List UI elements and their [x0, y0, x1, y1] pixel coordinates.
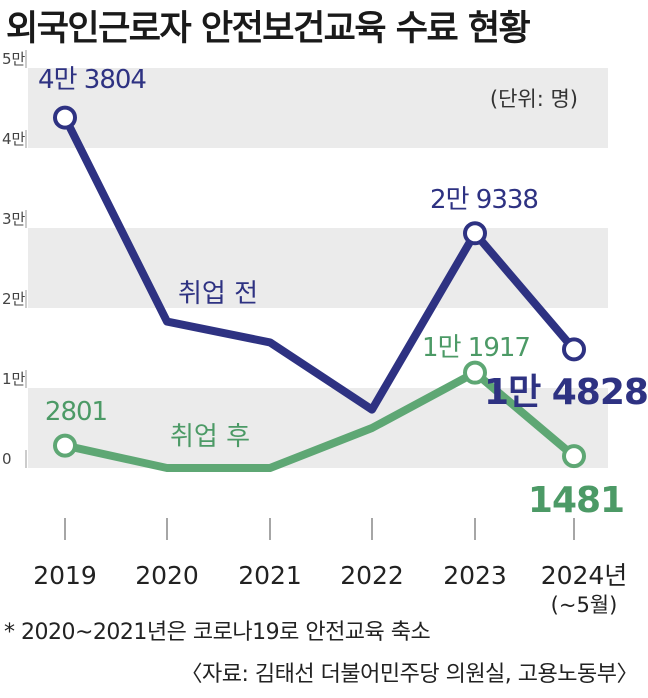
x-tick-label: 2022: [340, 561, 404, 590]
data-label: 2801: [45, 397, 107, 427]
grid-band: [28, 68, 608, 148]
y-tick-label: 2만: [2, 290, 26, 308]
x-tick-label: 2019: [33, 561, 97, 590]
y-tick-label: 1만: [2, 370, 26, 388]
data-point-marker: [562, 444, 586, 469]
series-line: [61, 113, 578, 414]
y-tick-label: 5만: [2, 50, 26, 68]
unit-label: (단위: 명): [490, 87, 578, 111]
x-tick-label: 2020: [135, 561, 199, 590]
x-tick-label: 2023: [443, 561, 507, 590]
series-label-before-employment: 취업 전: [178, 279, 258, 309]
data-point-marker: [463, 221, 487, 246]
y-tick-label: 3만: [2, 210, 26, 228]
data-point-marker: [562, 337, 586, 362]
y-tick-label: 4만: [2, 130, 26, 148]
grid-band: [28, 228, 608, 308]
data-label: 1만 4828: [484, 372, 648, 413]
data-label: 1481: [528, 480, 624, 521]
data-point-marker: [53, 105, 77, 130]
y-tick-label: 0: [2, 450, 12, 468]
data-label: 2만 9338: [430, 185, 538, 215]
source-credit: 〈자료: 김태선 더불어민주당 의원실, 고용노동부〉: [180, 662, 639, 687]
footnote: * 2020~2021년은 코로나19로 안전교육 축소: [4, 620, 431, 645]
x-tick-sublabel: (~5월): [551, 593, 618, 617]
data-label: 4만 3804: [38, 65, 146, 95]
x-tick-label: 2021: [238, 561, 302, 590]
data-point-marker: [463, 360, 487, 385]
series-label-after-employment: 취업 후: [170, 422, 250, 452]
x-tick-label: 2024년: [541, 561, 628, 590]
data-point-marker: [53, 433, 77, 458]
data-label: 1만 1917: [422, 333, 530, 363]
chart-title: 외국인근로자 안전보건교육 수료 현황: [6, 9, 531, 49]
series-line: [61, 368, 578, 472]
